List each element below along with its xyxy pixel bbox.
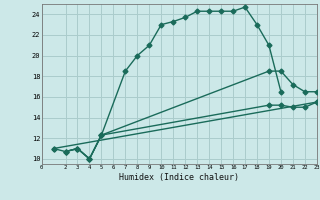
X-axis label: Humidex (Indice chaleur): Humidex (Indice chaleur) [119,173,239,182]
